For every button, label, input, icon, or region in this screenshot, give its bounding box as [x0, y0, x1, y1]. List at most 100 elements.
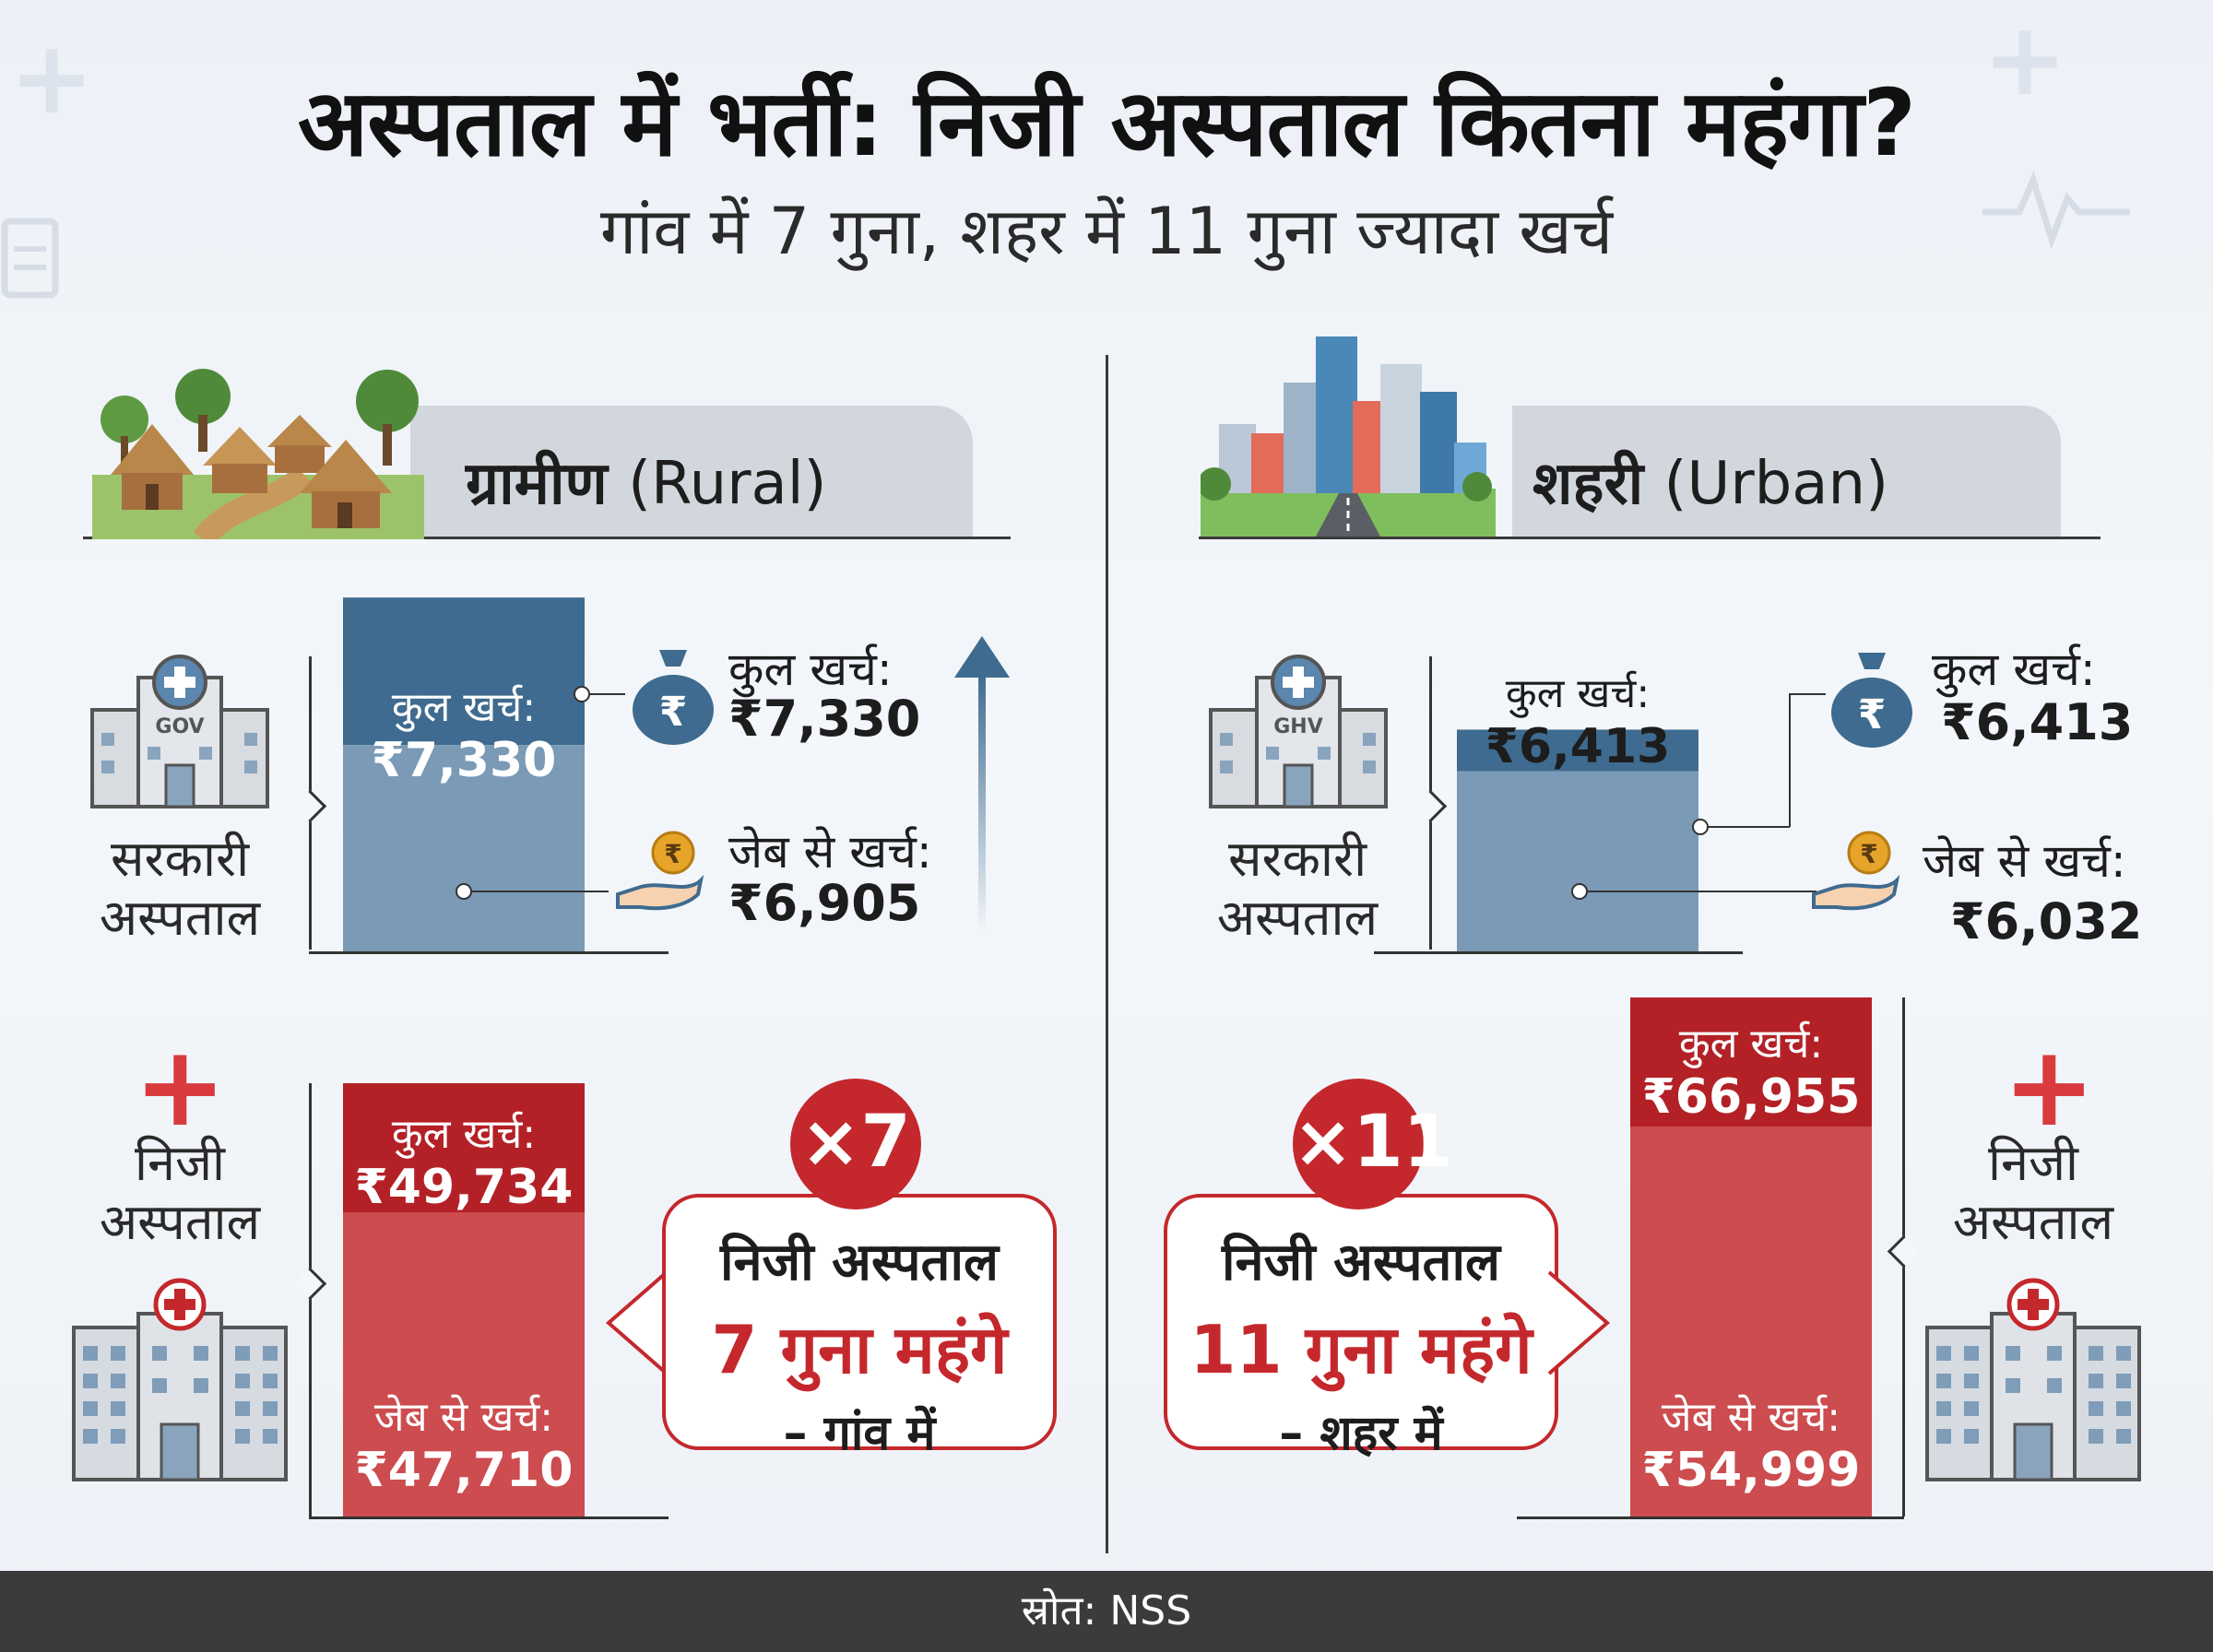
urban-private-label-line2: अस्पताल — [1952, 1193, 2114, 1251]
rural-callout-line1: निजी अस्पताल — [720, 1233, 999, 1292]
rural-callout-line2: 7 गुना महंगे — [711, 1311, 1008, 1388]
urban-govt-total-leader-h1 — [1707, 826, 1790, 828]
urban-callout-line2: 11 गुना महंगे — [1189, 1311, 1533, 1388]
urban-govt-hospital-label: सरकारी अस्पताल — [1182, 830, 1413, 948]
urban-header-underline — [1199, 537, 2101, 539]
rural-private-bar-total-value: ₹49,734 — [354, 1160, 574, 1215]
coin-rupee-symbol: ₹ — [664, 839, 681, 869]
rural-govt-bar-total-value: ₹7,330 — [371, 733, 557, 788]
urban-private-total-bar — [1630, 997, 1872, 1127]
rural-govt-label-line2: अस्पताल — [99, 889, 261, 947]
rural-private-bar-total-label: कुल खर्च: — [391, 1111, 537, 1158]
urban-govt-bar-group — [1457, 729, 1698, 951]
urban-govt-bar-total-label: कुल खर्च: — [1505, 670, 1651, 717]
urban-govt-side-total-label: कुल खर्च: — [1932, 643, 2096, 696]
urban-title-english: (Urban) — [1663, 450, 1889, 518]
rural-private-bar-group — [343, 1083, 585, 1516]
red-cross-icon: + — [134, 1023, 227, 1151]
hand-coin-icon: ₹ — [616, 831, 704, 911]
rural-private-bar-oop-text: जेब से खर्च: ₹47,710 — [343, 1387, 585, 1498]
urban-private-label-line1: निजी — [1987, 1134, 2078, 1192]
rural-govt-hospital-label: सरकारी अस्पताल — [65, 830, 295, 948]
urban-govt-label-line2: अस्पताल — [1216, 889, 1379, 947]
urban-private-bar-oop-value: ₹54,999 — [1641, 1443, 1861, 1498]
urban-callout-line1: निजी अस्पताल — [1222, 1233, 1500, 1292]
plus-icon: + — [1982, 0, 2068, 118]
government-hospital-icon: GOV — [90, 655, 269, 808]
urban-multiplier-callout: निजी अस्पताल 11 गुना महंगे – शहर में — [1164, 1194, 1558, 1461]
money-bag-icon: ₹ — [633, 650, 714, 745]
rural-multiplier-callout: निजी अस्पताल 7 गुना महंगे – गांव में — [662, 1194, 1057, 1461]
urban-govt-oop-leader — [1586, 891, 1817, 892]
urban-title-hindi: शहरी — [1533, 450, 1644, 518]
urban-private-bar-total-label: कुल खर्च: — [1678, 1021, 1824, 1068]
page-title: अस्पताल में भर्ती: निजी अस्पताल कितना मह… — [297, 69, 1916, 177]
rural-govt-bar-group — [343, 597, 585, 951]
rural-private-hospital-label: निजी अस्पताल — [65, 1134, 295, 1252]
urban-private-baseline — [1517, 1516, 1904, 1519]
urban-private-bar-total-text: कुल खर्च: ₹66,955 — [1630, 1014, 1872, 1125]
government-hospital-icon: GHV — [1209, 655, 1388, 808]
urban-govt-baseline — [1374, 951, 1743, 954]
rural-private-bar-oop-label: जेब से खर्च: — [373, 1394, 554, 1441]
city-illustration — [1201, 336, 1496, 537]
rural-govt-side-total-label: कुल खर्च: — [728, 643, 893, 696]
urban-govt-side-total-value: ₹6,413 — [1941, 693, 2134, 751]
urban-govt-total-leader-h2 — [1789, 693, 1826, 695]
rural-title-english: (Rural) — [628, 450, 827, 518]
rural-govt-baseline — [309, 951, 669, 954]
urban-private-bar-oop-text: जेब से खर्च: ₹54,999 — [1630, 1387, 1872, 1498]
heartbeat-icon — [1982, 170, 2130, 249]
government-hospital-sign: GHV — [1273, 715, 1323, 738]
rural-private-total-bar — [343, 1083, 585, 1212]
rural-govt-side-oop-value: ₹6,905 — [728, 874, 921, 932]
rural-callout-pointer — [605, 1270, 669, 1375]
urban-private-bar-oop-label: जेब से खर्च: — [1661, 1394, 1841, 1441]
rural-header-underline — [83, 537, 1011, 539]
up-arrow-icon — [954, 636, 1010, 931]
urban-callout-pointer — [1547, 1270, 1611, 1375]
urban-private-bar-group — [1630, 997, 1872, 1516]
rural-private-bar-oop-value: ₹47,710 — [354, 1443, 574, 1498]
clipboard-icon — [1, 218, 59, 299]
private-hospital-icon — [72, 1278, 288, 1481]
private-hospital-icon — [1925, 1278, 2141, 1481]
urban-govt-total-leader-v — [1789, 693, 1791, 827]
rural-govt-bar-total-label: कुल खर्च: — [391, 684, 537, 731]
red-cross-icon: + — [2003, 1023, 2096, 1151]
urban-panel-title: शहरी (Urban) — [1533, 441, 1888, 521]
urban-govt-total-bar — [1457, 729, 1698, 772]
plus-icon: + — [9, 18, 95, 136]
urban-multiplier-badge: ×11 — [1293, 1079, 1453, 1210]
urban-govt-oop-bar — [1457, 771, 1698, 951]
urban-callout-line3: – शहर में — [1279, 1406, 1443, 1461]
rural-govt-oop-leader — [470, 891, 609, 892]
urban-panel-header — [1512, 406, 2061, 537]
village-illustration — [92, 369, 424, 539]
government-hospital-sign: GOV — [155, 715, 204, 738]
hand-coin-icon: ₹ — [1812, 831, 1900, 911]
rural-panel-header — [410, 406, 973, 537]
rural-multiplier-badge: ×7 — [790, 1079, 921, 1210]
rural-private-label-line1: निजी — [134, 1134, 225, 1192]
source-footer: स्रोत: NSS — [0, 1571, 2213, 1652]
rural-private-oop-bar — [343, 1212, 585, 1516]
coin-rupee-symbol: ₹ — [1860, 839, 1877, 869]
rural-govt-total-bar — [343, 597, 585, 746]
rural-govt-bar-total-text: कुल खर्च: ₹7,330 — [343, 678, 585, 788]
urban-govt-label-line1: सरकारी — [1227, 830, 1367, 888]
urban-govt-side-oop-label: जेब से खर्च: — [1923, 834, 2126, 888]
center-divider — [1106, 355, 1108, 1553]
rural-govt-label-line1: सरकारी — [110, 830, 250, 888]
rural-private-bar-total-text: कुल खर्च: ₹49,734 — [343, 1104, 585, 1215]
urban-private-bar-total-value: ₹66,955 — [1641, 1069, 1861, 1125]
rural-title-hindi: ग्रामीण — [466, 450, 608, 518]
rural-govt-side-total-value: ₹7,330 — [728, 690, 921, 748]
urban-private-hospital-label: निजी अस्पताल — [1918, 1134, 2148, 1252]
rural-govt-total-leader — [588, 693, 625, 695]
rural-govt-side-oop-label: जेब से खर्च: — [728, 825, 932, 879]
money-bag-rupee-symbol: ₹ — [659, 689, 688, 736]
page-subtitle: गांव में 7 गुना, शहर में 11 गुना ज्यादा … — [599, 194, 1614, 269]
money-bag-rupee-symbol: ₹ — [1858, 691, 1887, 738]
urban-govt-bar-total-text: कुल खर्च: ₹6,413 — [1457, 664, 1698, 774]
